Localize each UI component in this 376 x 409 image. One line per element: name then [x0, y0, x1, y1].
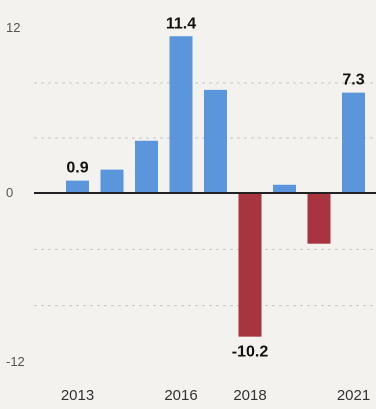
bar-2013: [66, 180, 89, 193]
bar-2019: [273, 184, 296, 193]
y-tick-label: -12: [6, 354, 25, 369]
x-axis-ticks: 2013 2016 2018 2021: [61, 387, 370, 404]
bar-2015: [135, 140, 158, 193]
x-tick-label: 2013: [61, 387, 94, 404]
bar-2017: [204, 89, 227, 193]
data-label: 11.4: [166, 15, 196, 32]
data-label: 0.9: [66, 160, 88, 177]
y-tick-label: 0: [6, 185, 13, 200]
x-tick-label: 2018: [233, 387, 266, 404]
data-label: 7.3: [342, 72, 364, 89]
data-label: -10.2: [232, 344, 269, 361]
bar-2018: [238, 193, 262, 337]
x-tick-label: 2016: [164, 387, 197, 404]
bar-2014: [100, 169, 124, 193]
x-tick-label: 2021: [337, 387, 370, 404]
y-tick-label: 12: [6, 20, 20, 35]
y-axis-ticks: 12 0 -12: [6, 20, 25, 369]
bars: [66, 36, 365, 337]
data-labels: 0.9 11.4 -10.2 7.3: [66, 15, 364, 360]
bar-2021: [342, 92, 365, 193]
bar-2020: [307, 193, 331, 244]
bar-2016: [169, 36, 193, 193]
